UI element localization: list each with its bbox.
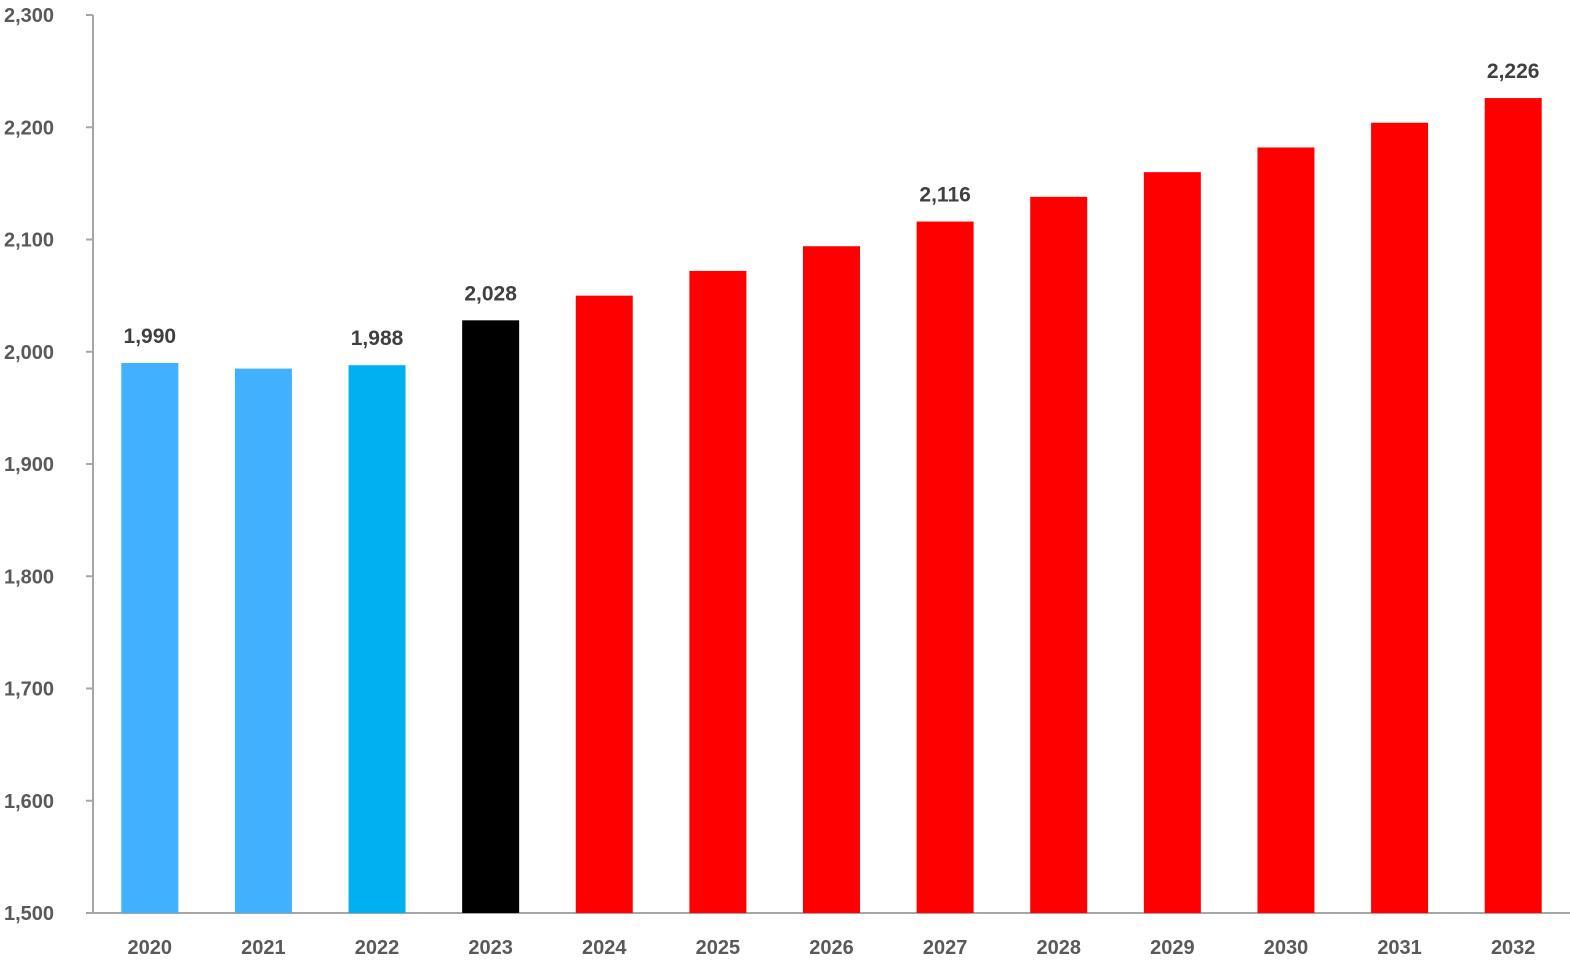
y-tick-label: 1,600	[4, 791, 54, 813]
x-tick-label: 2021	[241, 937, 286, 959]
data-labels: 1,990 1,988 2,028 2,116 2,226	[124, 60, 1540, 350]
x-tick-label: 2029	[1150, 937, 1195, 959]
x-tick-label: 2024	[582, 937, 627, 959]
bar-2021	[234, 368, 292, 913]
x-tick-label: 2020	[128, 937, 173, 959]
x-tick-label: 2026	[809, 937, 854, 959]
bar-2029	[1143, 172, 1201, 913]
x-tick-label: 2027	[923, 937, 968, 959]
bar-2024	[575, 295, 633, 913]
x-tick-label: 2028	[1036, 937, 1081, 959]
bar-2022	[348, 365, 406, 914]
data-label-2022: 1,988	[351, 327, 404, 350]
y-tick-label: 2,000	[4, 342, 54, 364]
bar-2032	[1484, 98, 1542, 913]
y-tick-label: 2,100	[4, 230, 54, 252]
bar-2020	[121, 362, 179, 914]
x-tick-label: 2023	[468, 937, 513, 959]
bars	[121, 98, 1542, 914]
y-tick-label: 2,300	[4, 5, 54, 27]
data-label-2020: 1,990	[124, 325, 177, 348]
data-label-2023: 2,028	[464, 282, 517, 305]
x-axis: 2020 2021 2022 2023 2024 2025 2026 2027 2028 2029…	[128, 937, 1536, 959]
x-tick-label: 2025	[696, 937, 741, 959]
x-tick-label: 2031	[1377, 937, 1422, 959]
y-axis: 1,500 1,600 1,700 1,800 1,900 2,000 2,100 2,200…	[4, 5, 93, 925]
x-tick-label: 2030	[1264, 937, 1309, 959]
y-tick-label: 2,200	[4, 117, 54, 139]
x-tick-label: 2022	[355, 937, 400, 959]
bar-2027	[916, 221, 974, 914]
data-label-2027: 2,116	[919, 184, 970, 207]
y-tick-label: 1,800	[4, 566, 54, 588]
y-tick-label: 1,700	[4, 679, 54, 701]
data-label-2032: 2,226	[1487, 60, 1540, 83]
y-tick-label: 1,500	[4, 903, 54, 925]
bar-2031	[1371, 122, 1429, 913]
bar-2030	[1257, 147, 1315, 913]
bar-2023	[462, 320, 520, 913]
bar-2025	[689, 270, 747, 913]
bar-2028	[1030, 196, 1088, 914]
y-tick-label: 1,900	[4, 454, 54, 476]
x-tick-label: 2032	[1491, 937, 1536, 959]
bar-2026	[803, 246, 860, 914]
